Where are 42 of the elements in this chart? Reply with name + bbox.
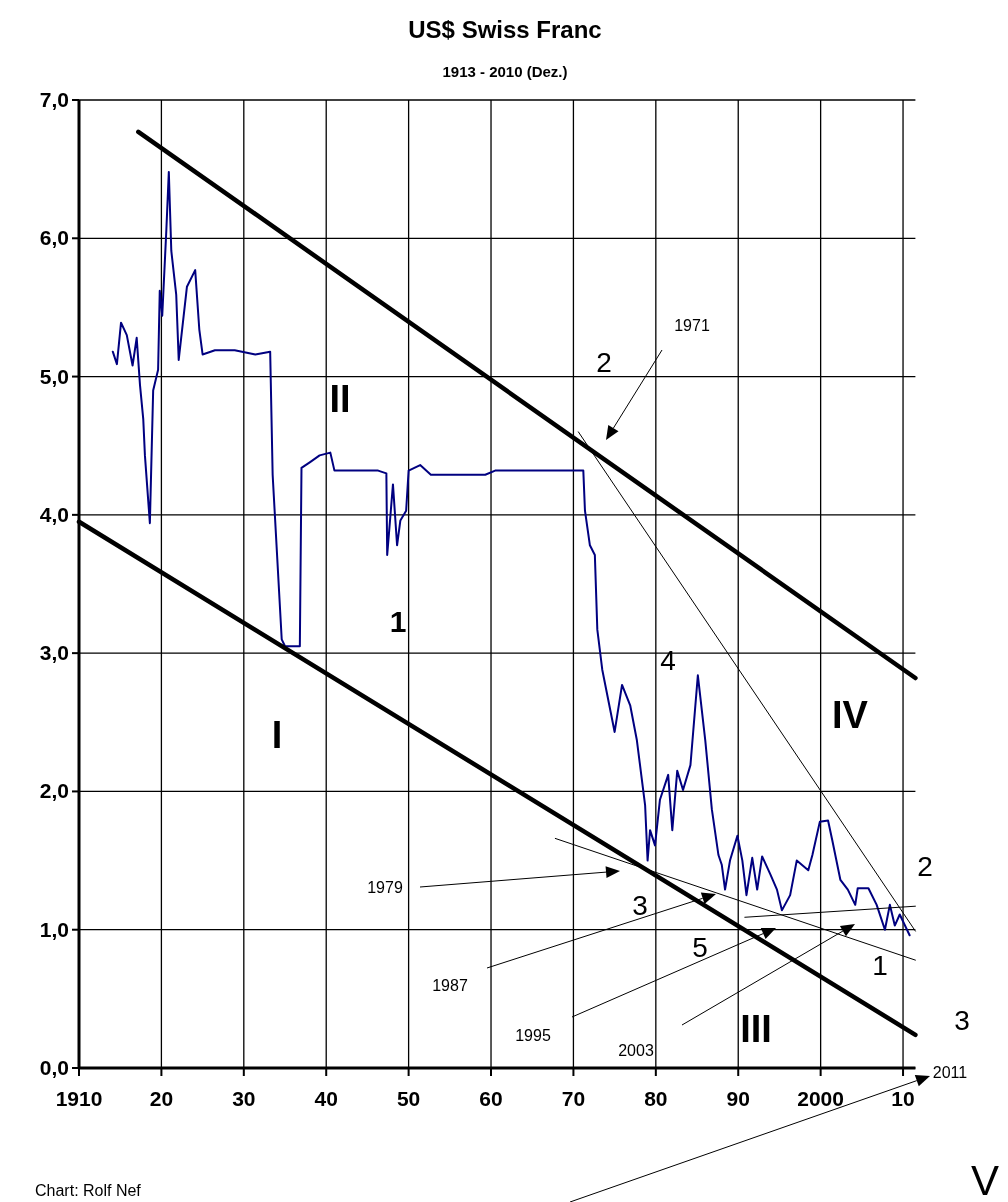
x-tick-label: 40 xyxy=(314,1087,338,1110)
text: Chart: Rolf Nef xyxy=(35,1182,142,1199)
annotation: 1 xyxy=(389,605,407,638)
y-tick-label: 1,0 xyxy=(39,917,69,941)
y-tick-label: 7,0 xyxy=(39,88,69,111)
text: V xyxy=(970,1157,1000,1202)
x-tick-label: 50 xyxy=(396,1087,421,1110)
text: 2011 xyxy=(932,1064,968,1081)
text: 2 xyxy=(917,851,933,882)
annotation: I xyxy=(271,714,283,756)
x-tick-label: 90 xyxy=(726,1087,750,1110)
x-tick-label: 20 xyxy=(149,1087,174,1110)
annotation: 2003 xyxy=(618,1042,654,1059)
x-tick-label: 30 xyxy=(232,1087,256,1110)
x-tick-label: 2000 xyxy=(797,1087,844,1110)
annotation: IV xyxy=(832,694,869,736)
annotation: 1979 xyxy=(367,879,403,896)
x-tick-label: 70 xyxy=(561,1087,586,1110)
annotation: 3 xyxy=(632,890,648,921)
annotation: 2 xyxy=(596,347,612,378)
annotation: 1995 xyxy=(515,1027,551,1044)
x-tick-label: 10 xyxy=(891,1087,915,1110)
y-tick-label: 0,0 xyxy=(39,1056,69,1079)
y-tick-label: 4,0 xyxy=(39,502,69,526)
line-series xyxy=(111,170,911,937)
chart-title: US$ Swiss Franc xyxy=(408,16,602,43)
text: 3 xyxy=(954,1005,970,1036)
annotation: III xyxy=(740,1008,772,1050)
y-tick-label: 2,0 xyxy=(39,779,69,803)
x-tick-label: 1910 xyxy=(55,1087,103,1110)
annotation: 1 xyxy=(872,950,888,981)
annotation: 1987 xyxy=(432,977,468,994)
annotation: 5 xyxy=(692,932,708,963)
annotation: 4 xyxy=(660,645,676,676)
annotation: 1971 xyxy=(674,317,710,334)
x-tick-label: 80 xyxy=(644,1087,668,1110)
y-tick-label: 6,0 xyxy=(39,226,69,250)
y-tick-label: 5,0 xyxy=(39,364,69,388)
y-tick-label: 3,0 xyxy=(39,641,69,665)
annotation: II xyxy=(329,378,351,420)
chart-subtitle: 1913 - 2010 (Dez.) xyxy=(442,63,568,80)
x-tick-label: 60 xyxy=(479,1087,503,1110)
